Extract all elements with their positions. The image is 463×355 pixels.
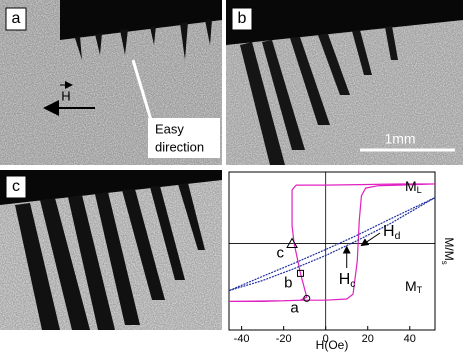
point-marker xyxy=(296,269,304,277)
point-label: c xyxy=(277,245,285,262)
field-label: H xyxy=(61,88,70,103)
series-label-text: M xyxy=(405,178,417,194)
series-line xyxy=(228,197,436,292)
panel-c: c xyxy=(0,170,222,330)
series-label-text: M xyxy=(405,278,417,294)
arrow-label-text: H xyxy=(383,223,395,240)
series-label: MT xyxy=(405,278,423,296)
easy-direction-label: direction xyxy=(155,139,204,154)
arrow-label: Hd xyxy=(383,223,401,242)
point-label: a xyxy=(290,299,299,316)
point-marker xyxy=(303,294,311,302)
x-tick-label: -20 xyxy=(276,333,292,345)
y-axis-label-sub: s xyxy=(440,261,449,265)
easy-direction-label: Easy xyxy=(155,121,184,136)
x-tick-label: 40 xyxy=(404,333,416,345)
panel-label: b xyxy=(238,10,247,27)
arrow-label-sub: d xyxy=(395,231,401,242)
arrow-label-text: H xyxy=(339,271,351,288)
point-marker xyxy=(286,237,298,249)
y-axis-label: M/Ms xyxy=(440,237,456,264)
plot-frame xyxy=(228,171,436,331)
panel-a: a H Easy direction xyxy=(0,0,222,165)
y-axis-label-text: M/M xyxy=(442,237,456,260)
arrow-label-sub: c xyxy=(350,279,355,290)
arrow xyxy=(360,232,381,247)
point-label: b xyxy=(284,274,292,291)
series-label-sub: T xyxy=(417,285,423,295)
panel-label: a xyxy=(12,10,21,27)
scale-bar-label: 1mm xyxy=(384,131,415,147)
series-label-sub: L xyxy=(417,185,422,195)
x-tick-label: 0 xyxy=(323,333,329,345)
series-label: ML xyxy=(405,178,422,196)
x-tick-label: 20 xyxy=(362,333,374,345)
series-line xyxy=(228,183,436,302)
panel-b: b 1mm xyxy=(226,0,463,165)
x-axis-label: H(Oe) xyxy=(316,338,349,352)
panel-label: c xyxy=(12,178,20,195)
x-tick-label: -40 xyxy=(234,333,250,345)
arrow-label: Hc xyxy=(339,271,356,290)
